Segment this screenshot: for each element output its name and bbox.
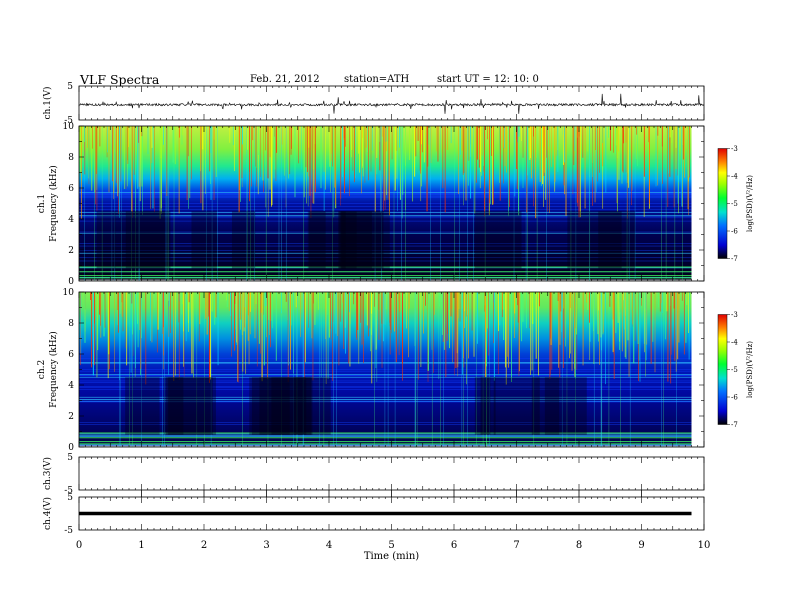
x-tick-label: 6	[451, 540, 457, 551]
ch3-waveform-ylabel: ch.3(V)	[42, 457, 53, 490]
ch2-spectrogram-colorbar-tick: -3	[731, 311, 738, 319]
ch1-spectrogram-ytick-label: 2	[68, 246, 74, 256]
ch1-waveform-ytick-label: -5	[64, 116, 73, 126]
ch1-spectrogram-colorbar-tick: -4	[731, 173, 738, 181]
ch1-spectrogram-ytick-label: 10	[63, 122, 75, 132]
x-tick-label: 2	[201, 540, 207, 551]
x-tick-label: 8	[576, 540, 582, 551]
x-axis-label: Time (min)	[364, 551, 419, 562]
ch2-spectrogram-ytick-label: 10	[63, 288, 75, 298]
ch1-spectrogram-colorbar-label: log(PSD)(V²/Hz)	[746, 175, 754, 232]
ch1-trace	[78, 93, 704, 114]
ch1-spectrogram-colorbar-tick: -6	[731, 228, 738, 236]
ch2-spectrogram-colorbar-tick: -5	[731, 366, 738, 374]
ch3-trace	[141, 490, 642, 497]
ch1-spectrogram-ytick-label: 6	[68, 184, 74, 194]
ch1-spectrogram-colorbar-tick: -5	[731, 200, 738, 208]
ch4-waveform-ytick-label: 5	[67, 493, 73, 503]
chart-title: VLF Spectra	[80, 72, 160, 87]
ch2-spectrogram-colorbar: -3 -4 -5 -6 -7 log(PSD)(V²/Hz)	[717, 311, 754, 429]
ch1-spectrogram-colorbar-tick: -7	[731, 255, 738, 263]
ch1-waveform-panel: 5 -5 ch.1(V)	[42, 82, 705, 126]
ch2-spectrogram-ytick-label: 4	[68, 381, 74, 391]
ch2-spectrogram-colorbar-tick: -4	[731, 339, 738, 347]
x-tick-label: 3	[263, 540, 269, 551]
station-label: station=ATH	[344, 74, 410, 85]
ch1-spectrogram-channel-label: ch.1	[37, 194, 47, 213]
ch2-spectrogram-colorbar-tick: -6	[731, 394, 738, 402]
ch1-spectrogram-ylabel: Frequency (kHz)	[48, 165, 59, 242]
date-label: Feb. 21, 2012	[250, 74, 320, 85]
ch1-waveform-ylabel: ch.1(V)	[42, 87, 53, 120]
ch1-spectrogram-colorbar-tick: -3	[731, 145, 738, 153]
start-time-label: start UT = 12: 10: 0	[437, 74, 539, 85]
ch4-waveform-panel: 5 -5 ch.4(V)	[42, 493, 705, 536]
x-tick-label: 10	[698, 540, 711, 551]
ch2-spectrogram-colorbar-label: log(PSD)(V²/Hz)	[746, 341, 754, 398]
ch3-waveform-ytick-label: 5	[67, 453, 73, 463]
ch1-spectrogram-ytick-label: 4	[68, 215, 74, 225]
ch4-waveform-ytick-label: -5	[64, 526, 73, 536]
ch1-spectrogram-panel: 0 2 4 6 8 10 ch.1 Frequency (kHz)	[37, 122, 705, 287]
ch2-spectrogram-ytick-label: 6	[68, 350, 74, 360]
ch1-spectrogram-ytick-label: 0	[68, 277, 74, 287]
ch1-spectrogram-ytick-label: 8	[68, 153, 74, 163]
x-tick-label: 5	[388, 540, 394, 551]
ch1-spectrogram-colorbar: -3 -4 -5 -6 -7 log(PSD)(V²/Hz)	[717, 145, 754, 263]
ch2-spectrogram-channel-label: ch.2	[37, 360, 47, 379]
ch2-spectrogram-ytick-label: 0	[68, 443, 74, 453]
x-tick-label: 9	[638, 540, 644, 551]
x-tick-label: 1	[138, 540, 144, 551]
ch3-waveform-ytick-label: -5	[64, 486, 73, 496]
ch3-waveform-panel: 5 -5 ch.3(V)	[42, 453, 705, 496]
x-tick-label: 7	[513, 540, 519, 551]
ch4-waveform-ylabel: ch.4(V)	[42, 497, 53, 530]
ch2-spectrogram-panel: 0 2 4 6 8 10 ch.2 Frequency (kHz)	[37, 288, 705, 453]
ch2-spectrogram-ytick-label: 2	[68, 412, 74, 422]
ch2-spectrogram-ylabel: Frequency (kHz)	[48, 331, 59, 408]
ch1-waveform-ytick-label: 5	[67, 82, 73, 92]
ch2-spectrogram-colorbar-tick: -7	[731, 421, 738, 429]
x-tick-label: 4	[326, 540, 332, 551]
ch2-spectrogram-ytick-label: 8	[68, 319, 74, 329]
x-tick-label: 0	[76, 540, 82, 551]
